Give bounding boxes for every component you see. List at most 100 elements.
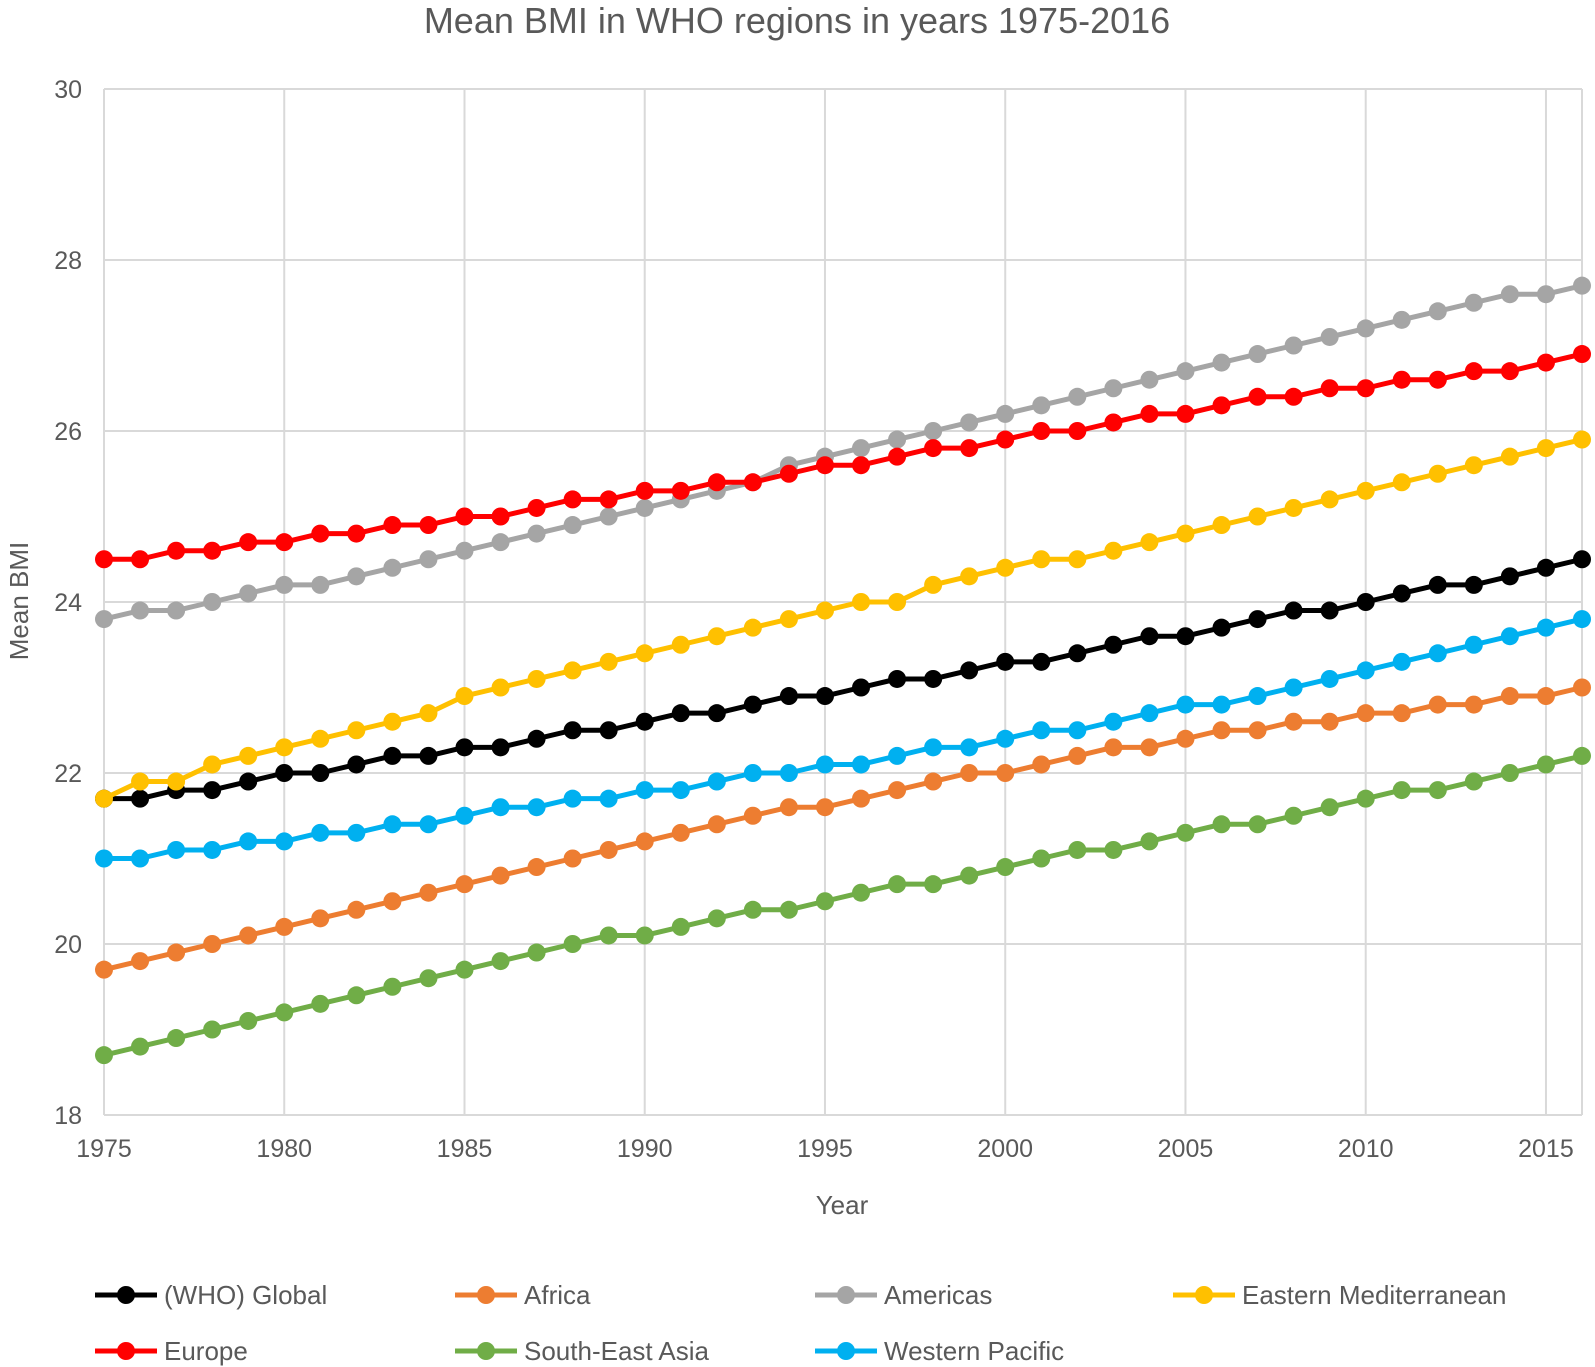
data-point-americas	[852, 439, 871, 458]
data-point-who-global	[1356, 593, 1375, 611]
data-point-who-global	[815, 687, 834, 706]
legend-marker	[837, 1286, 855, 1304]
data-point-europe	[852, 456, 871, 475]
data-point-eastern-mediterranean	[527, 669, 546, 688]
data-point-americas	[1248, 345, 1267, 364]
data-point-africa	[888, 781, 907, 800]
data-point-western-pacific	[455, 806, 474, 825]
data-point-south-east-asia	[707, 909, 726, 928]
data-point-south-east-asia	[1284, 806, 1303, 825]
data-point-south-east-asia	[996, 858, 1015, 877]
data-point-who-global	[563, 721, 582, 740]
data-point-western-pacific	[131, 849, 150, 868]
data-point-who-global	[1212, 618, 1231, 637]
data-point-europe	[1536, 353, 1555, 372]
data-point-western-pacific	[1140, 704, 1159, 723]
data-point-americas	[996, 404, 1015, 423]
data-point-eastern-mediterranean	[455, 687, 474, 706]
legend-item-europe: Europe	[95, 1336, 248, 1366]
data-point-who-global	[743, 695, 762, 714]
data-point-eastern-mediterranean	[924, 575, 943, 594]
data-point-africa	[1573, 678, 1591, 697]
data-point-africa	[1392, 704, 1411, 723]
data-point-eastern-mediterranean	[1464, 456, 1483, 475]
series-western-pacific	[95, 610, 1591, 868]
data-point-americas	[131, 601, 150, 620]
data-point-south-east-asia	[960, 866, 979, 885]
legend-label: Eastern Mediterranean	[1242, 1280, 1506, 1310]
data-point-eastern-mediterranean	[383, 712, 402, 731]
data-point-eastern-mediterranean	[635, 644, 654, 663]
data-point-europe	[275, 533, 294, 552]
data-point-eastern-mediterranean	[743, 618, 762, 637]
data-point-south-east-asia	[1104, 840, 1123, 859]
legend-marker	[117, 1286, 135, 1304]
data-point-who-global	[1500, 567, 1519, 586]
data-point-who-global	[599, 721, 618, 740]
data-point-africa	[996, 764, 1015, 782]
data-point-africa	[1320, 712, 1339, 731]
data-point-americas	[1536, 285, 1555, 304]
data-point-americas	[1392, 310, 1411, 329]
data-point-europe	[1464, 362, 1483, 381]
data-point-south-east-asia	[1068, 840, 1087, 859]
data-point-western-pacific	[671, 781, 690, 800]
data-point-south-east-asia	[1032, 849, 1051, 868]
x-axis-title: Year	[816, 1190, 869, 1220]
data-point-south-east-asia	[1392, 781, 1411, 800]
data-point-americas	[1428, 302, 1447, 321]
data-point-eastern-mediterranean	[203, 755, 222, 774]
data-point-south-east-asia	[239, 1011, 258, 1030]
data-point-europe	[455, 507, 474, 526]
data-point-who-global	[671, 704, 690, 723]
data-point-eastern-mediterranean	[1176, 524, 1195, 543]
data-point-americas	[311, 575, 330, 594]
data-point-who-global	[1140, 627, 1159, 646]
data-point-americas	[563, 516, 582, 535]
data-point-africa	[815, 798, 834, 817]
data-point-who-global	[1248, 610, 1267, 629]
series-americas	[95, 276, 1591, 629]
data-point-eastern-mediterranean	[239, 746, 258, 765]
data-point-south-east-asia	[563, 935, 582, 953]
data-point-africa	[131, 952, 150, 971]
data-point-who-global	[996, 652, 1015, 671]
data-point-who-global	[779, 687, 798, 706]
data-point-europe	[1500, 362, 1519, 381]
data-point-western-pacific	[1176, 695, 1195, 714]
data-point-africa	[1068, 746, 1087, 765]
data-point-eastern-mediterranean	[563, 661, 582, 680]
data-point-eastern-mediterranean	[599, 652, 618, 671]
data-point-europe	[1392, 370, 1411, 389]
data-point-americas	[275, 575, 294, 594]
y-tick-label: 28	[54, 247, 82, 275]
data-point-south-east-asia	[1573, 746, 1591, 765]
data-point-europe	[527, 498, 546, 517]
data-point-western-pacific	[491, 798, 510, 817]
data-point-europe	[996, 430, 1015, 449]
data-point-eastern-mediterranean	[888, 593, 907, 611]
data-point-western-pacific	[419, 815, 438, 834]
legend: (WHO) Global Africa Americas Eastern Medite…	[95, 1280, 1506, 1366]
data-point-eastern-mediterranean	[1032, 550, 1051, 569]
data-point-south-east-asia	[311, 994, 330, 1013]
data-point-europe	[1212, 396, 1231, 415]
data-point-americas	[239, 584, 258, 603]
x-tick-label: 2005	[1158, 1135, 1214, 1163]
data-point-western-pacific	[1248, 687, 1267, 706]
data-point-eastern-mediterranean	[419, 704, 438, 723]
legend-label: (WHO) Global	[164, 1280, 327, 1310]
data-point-europe	[671, 481, 690, 500]
x-tick-label: 1985	[437, 1135, 493, 1163]
data-point-western-pacific	[852, 755, 871, 774]
x-tick-label: 1990	[617, 1135, 673, 1163]
y-tick-label: 30	[54, 76, 82, 104]
y-tick-label: 18	[54, 1102, 82, 1130]
data-point-eastern-mediterranean	[1536, 439, 1555, 458]
data-point-eastern-mediterranean	[779, 610, 798, 629]
data-point-south-east-asia	[275, 1003, 294, 1022]
data-point-who-global	[455, 738, 474, 757]
data-point-africa	[743, 806, 762, 825]
data-point-africa	[852, 789, 871, 808]
data-point-africa	[1104, 738, 1123, 757]
